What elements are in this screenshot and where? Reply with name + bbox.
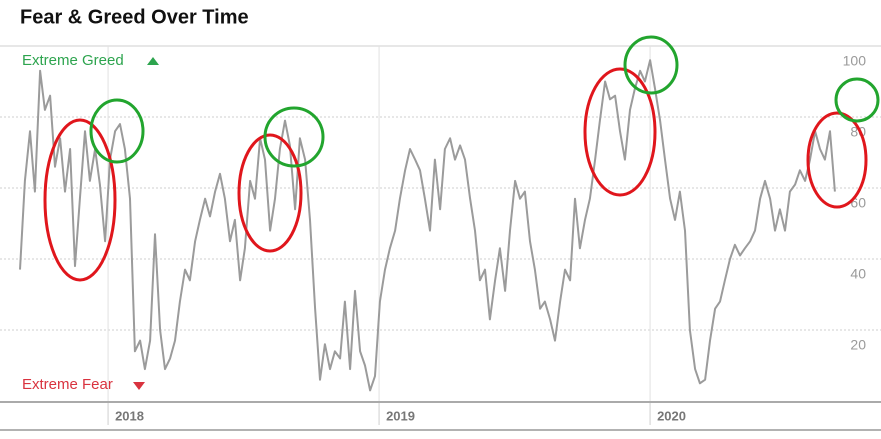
- red-circle: [237, 133, 303, 253]
- fear-label: Extreme Fear: [22, 376, 113, 393]
- x-tick-label: 2018: [115, 408, 144, 423]
- y-tick-label: 60: [850, 195, 866, 211]
- x-tick-label: 2019: [386, 408, 415, 423]
- annotations: [43, 35, 880, 282]
- x-tick-label: 2020: [657, 408, 686, 423]
- greed-arrow: [147, 57, 159, 65]
- green-circle: [834, 77, 880, 123]
- chart-title: Fear & Greed Over Time: [20, 6, 249, 28]
- y-tick-label: 40: [850, 266, 866, 282]
- fear-arrow: [133, 382, 145, 390]
- green-circle: [263, 106, 325, 168]
- line: [19, 59, 836, 392]
- y-tick-label: 20: [850, 337, 866, 353]
- red-circle: [43, 118, 117, 282]
- red-circle: [806, 111, 868, 209]
- y-tick-label: 100: [843, 53, 867, 69]
- green-circle: [89, 98, 145, 164]
- greed-label: Extreme Greed: [22, 52, 124, 69]
- red-circle: [583, 67, 657, 197]
- green-circle: [623, 35, 679, 95]
